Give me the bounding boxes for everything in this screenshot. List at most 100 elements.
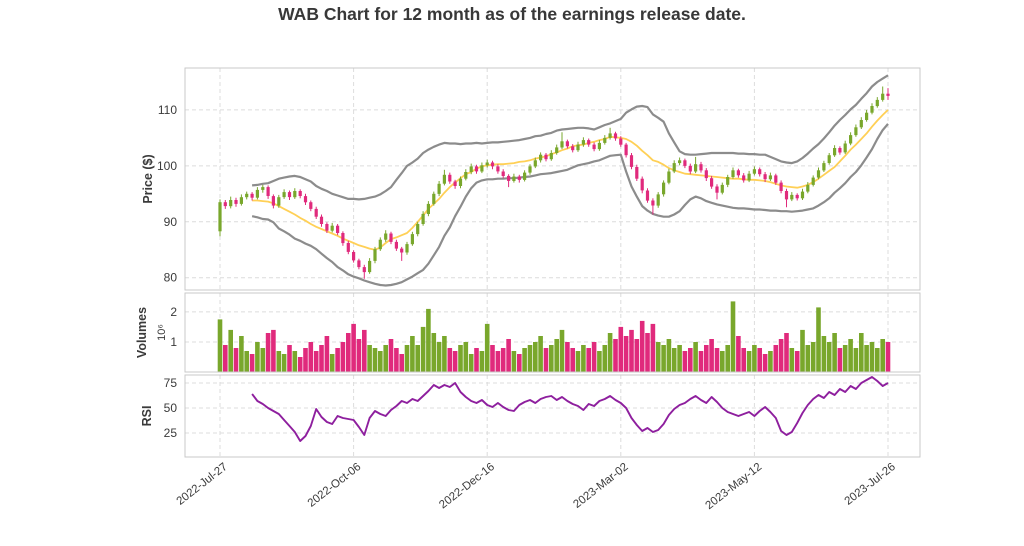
- candle: [768, 175, 772, 180]
- moving-average-line: [252, 109, 889, 251]
- volume-bar: [255, 342, 260, 372]
- volume-bar: [362, 329, 367, 372]
- candle: [742, 175, 746, 181]
- candle: [555, 147, 559, 153]
- volume-bar: [228, 329, 233, 372]
- volume-bar: [383, 345, 388, 372]
- volume-bar: [276, 351, 282, 372]
- volume-bar: [602, 345, 608, 372]
- bollinger-upper-line: [251, 74, 889, 201]
- volume-bar: [842, 345, 848, 372]
- volume-bar: [346, 333, 351, 372]
- candle: [694, 164, 698, 172]
- candle: [710, 178, 714, 187]
- candle: [432, 193, 436, 204]
- candle: [544, 154, 548, 160]
- candle: [704, 170, 708, 179]
- volume-bar: [746, 351, 752, 372]
- y-tick-label: 75: [164, 376, 178, 390]
- candle: [865, 112, 869, 120]
- candle: [822, 163, 826, 171]
- volume-bar: [543, 348, 549, 372]
- volume-bar: [800, 329, 805, 372]
- candle: [715, 186, 719, 193]
- volume-bar: [789, 348, 795, 372]
- volume-bar: [714, 348, 720, 372]
- candle: [629, 155, 634, 167]
- candle: [223, 202, 227, 207]
- candle: [635, 167, 639, 179]
- candle: [523, 172, 527, 180]
- candle: [325, 224, 329, 231]
- volume-bar: [720, 351, 725, 372]
- volume-bar: [752, 345, 757, 372]
- volume-bar: [581, 345, 586, 372]
- volume-bar: [586, 348, 591, 372]
- volume-bar: [794, 351, 800, 372]
- y-tick-label: 100: [157, 159, 177, 173]
- volume-bar: [426, 308, 431, 372]
- volume-bars: [217, 301, 891, 372]
- candle: [662, 182, 666, 195]
- volume-bar: [468, 354, 474, 372]
- volume-bar: [885, 342, 891, 372]
- candle: [870, 106, 874, 113]
- candle: [528, 166, 532, 173]
- candle: [458, 178, 463, 186]
- candle: [752, 169, 756, 174]
- volume-bar: [394, 348, 399, 372]
- volume-bar: [634, 339, 640, 372]
- candle: [688, 165, 692, 172]
- candle: [806, 184, 810, 192]
- y-tick-label: 50: [164, 401, 178, 415]
- candle: [843, 143, 847, 153]
- candle: [587, 140, 591, 145]
- volume-bar: [826, 342, 832, 372]
- candle: [250, 193, 254, 198]
- x-tick-label: 2023-Mar-02: [571, 461, 630, 511]
- volume-bar: [655, 342, 661, 372]
- x-tick-label: 2023-Jul-26: [843, 461, 898, 508]
- volume-bar: [271, 329, 276, 372]
- candle: [319, 216, 324, 224]
- candle: [426, 203, 430, 214]
- x-tick-label: 2022-Dec-16: [437, 461, 497, 511]
- candle: [656, 194, 660, 206]
- volume-bar: [682, 351, 688, 372]
- volume-bar: [233, 348, 239, 372]
- volume-bar: [869, 342, 875, 372]
- candle: [271, 196, 275, 206]
- candle: [613, 133, 618, 139]
- volume-bar: [661, 345, 666, 372]
- candle: [410, 234, 414, 245]
- volume-bar: [378, 351, 383, 372]
- volume-bar: [773, 345, 779, 372]
- volume-bar: [292, 351, 298, 372]
- candle: [282, 192, 286, 198]
- volume-bar: [607, 333, 613, 372]
- candle: [485, 162, 489, 166]
- volume-bar: [805, 345, 811, 372]
- volume-bar: [565, 342, 570, 372]
- candle: [774, 175, 778, 183]
- candle: [298, 191, 302, 196]
- volume-bar: [217, 319, 223, 372]
- candle: [373, 249, 377, 261]
- volume-bar: [239, 336, 244, 372]
- candle: [234, 200, 238, 204]
- candle: [795, 194, 799, 199]
- candle: [378, 239, 382, 250]
- volume-bar: [757, 348, 762, 372]
- volume-bar: [591, 342, 597, 372]
- candle: [480, 165, 484, 172]
- volume-bar: [458, 345, 463, 372]
- volume-bar: [265, 333, 271, 372]
- candle: [416, 224, 420, 235]
- candle: [565, 141, 569, 147]
- price-axis-title: Price ($): [141, 154, 155, 203]
- volume-bar: [784, 333, 789, 372]
- volume-bar: [517, 354, 522, 372]
- volume-bar: [768, 351, 773, 372]
- volume-bar: [864, 345, 869, 372]
- candle: [389, 233, 393, 242]
